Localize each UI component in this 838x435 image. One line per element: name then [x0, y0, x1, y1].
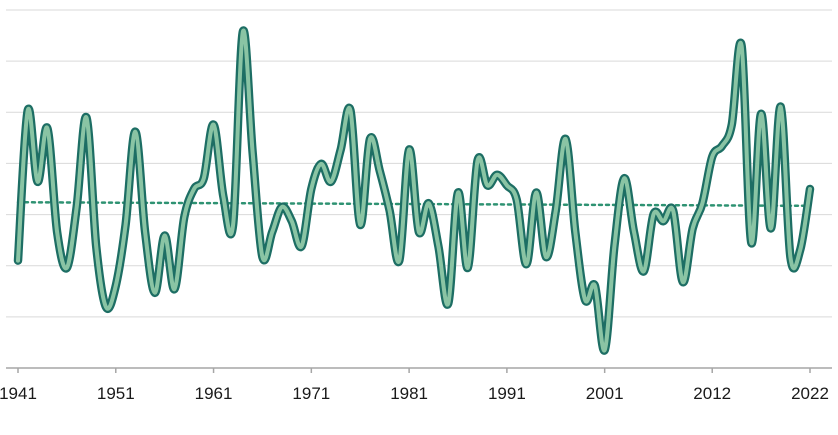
- x-axis-label: 1941: [0, 384, 37, 403]
- data-line-inner: [16, 28, 812, 353]
- x-axis-label: 1991: [488, 384, 526, 403]
- x-axis-label: 1961: [195, 384, 233, 403]
- x-axis-label: 2001: [586, 384, 624, 403]
- x-axis-label: 1971: [292, 384, 330, 403]
- x-axis-label: 2012: [693, 384, 731, 403]
- x-axis-label: 2022: [791, 384, 829, 403]
- x-axis-label: 1951: [97, 384, 135, 403]
- x-axis-label: 1981: [390, 384, 428, 403]
